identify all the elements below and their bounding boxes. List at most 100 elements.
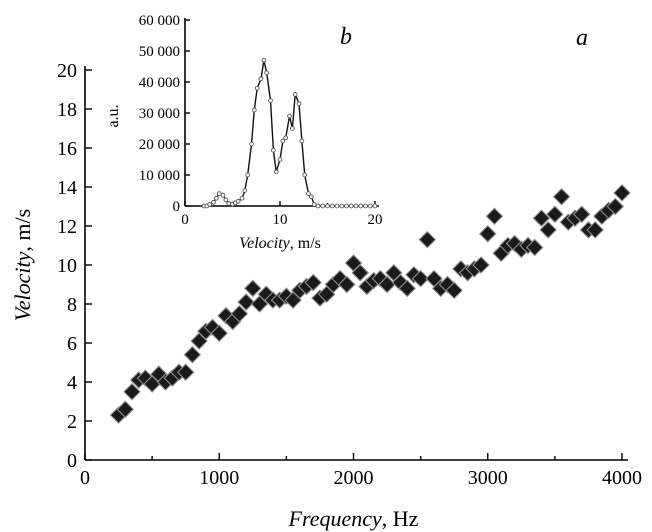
main-y-axis-title-unit: , m/s [10,209,35,252]
main-x-tick-label: 0 [80,467,90,489]
inset-data-point [273,169,279,175]
main-data-point [116,400,135,419]
inset-data-point [311,202,317,207]
main-data-point [351,264,369,282]
panel-label-b: b [340,24,352,50]
main-data-point [244,279,262,298]
main-data-point [304,273,323,292]
inset-data-point [207,202,213,207]
main-data-point [539,221,557,239]
inset-data-point [226,201,232,206]
inset-data-point [363,203,368,209]
main-data-point [613,184,631,202]
main-y-axis-title-name: Velocity [10,251,35,321]
inset-data-point [283,135,289,141]
main-x-tick-label: 3000 [468,467,508,489]
main-y-tick-label: 18 [57,99,77,121]
inset-data-point [258,76,264,82]
inset-data-point [290,126,295,131]
main-data-point [237,293,255,311]
inset-data-point [329,203,335,209]
main-y-tick-label: 14 [57,177,77,199]
inset-data-point [242,188,248,193]
inset-ticks: 0 10 20 0 10 000 20 000 30 000 40 000 50 000 60 0… [139,13,383,228]
inset-y-tick-label: 50 000 [139,44,180,60]
main-x-tick-label: 1000 [199,467,239,489]
main-data-point [418,230,437,249]
inset-data-point [287,113,292,119]
inset-data-point [372,203,378,209]
main-data-point [411,269,430,288]
inset-x-axis-title-name: Velocity [239,235,291,252]
inset-data-point [249,141,254,147]
main-data-point [445,281,463,300]
inset-y-tick-label: 10 000 [139,168,180,184]
inset-x-axis-title: Velocity, m/s [239,235,321,252]
main-y-tick-label: 12 [57,216,77,238]
inset-data-point [216,191,222,196]
inset-data-point [261,57,267,63]
main-data-point [338,275,356,294]
inset-data-point [344,203,349,209]
inset-data-point [214,195,219,201]
inset-data-point [245,172,251,178]
main-data-point [606,197,625,216]
inset-data-point [348,203,354,209]
inset-data-point [367,203,373,209]
inset-x-axis-title-unit: , m/s [290,235,321,252]
main-x-axis-title-name: Frequency [288,506,382,531]
inset-data-point [271,147,276,153]
inset-data-point [353,203,359,209]
inset-y-tick-label: 30 000 [139,106,180,122]
main-data-point [546,205,564,224]
inset-y-tick-label: 20 000 [139,137,180,153]
inset-data-points [201,57,378,209]
main-data-point [572,205,591,224]
inset-data-point [306,191,311,196]
inset-data-point [254,85,260,91]
inset-data-point [296,101,302,107]
main-data-point [210,324,229,343]
main-x-tick-label: 4000 [602,467,642,489]
inset-data-point [339,203,345,209]
main-data-point [378,275,396,294]
main-x-tick-label: 2000 [334,467,374,489]
inset-data-point [302,172,308,178]
main-data-point [586,221,604,239]
main-y-tick-label: 10 [57,255,77,277]
inset-y-tick-label: 40 000 [139,75,180,91]
main-y-tick-label: 0 [67,450,77,472]
main-data-point [525,238,544,257]
inset-x-tick-label: 20 [368,212,383,228]
main-y-tick-label: 20 [57,60,77,82]
main-data-point [398,279,416,298]
main-data-point [176,363,195,382]
main-y-tick-label: 8 [67,294,77,316]
inset-data-point [292,92,298,97]
inset-data-point [299,138,305,144]
main-x-axis-title: Frequency, Hz [288,506,419,531]
inset-data-point [264,70,270,76]
inset-data-point [309,194,314,200]
main-y-tick-label: 4 [67,372,77,394]
main-axes [84,66,628,461]
main-y-tick-label: 16 [57,138,77,160]
inset-x-tick-label: 10 [273,212,288,228]
inset-data-point [325,203,330,209]
inset-x-tick-label: 0 [181,212,189,228]
inset-data-point [277,157,283,162]
main-data-points [109,184,631,424]
main-data-point [230,304,249,323]
inset-data-point [358,203,364,209]
inset-y-tick-label: 0 [173,199,181,215]
main-data-point [183,345,202,364]
inset-data-point [315,203,321,209]
inset-data-point [211,199,216,205]
inset-y-axis-title: a.u. [105,104,122,127]
inset-data-point [320,203,326,209]
main-data-point [472,256,490,274]
inset-y-tick-label: 60 000 [139,13,180,29]
